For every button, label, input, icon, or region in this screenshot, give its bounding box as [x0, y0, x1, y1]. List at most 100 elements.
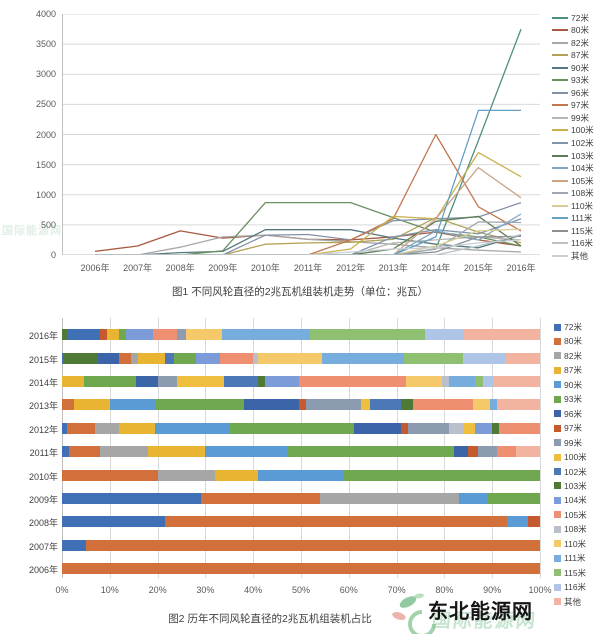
- legend-line-swatch: [552, 179, 568, 182]
- line-series-104m: [95, 213, 522, 255]
- bar-segment-series-90m: [109, 399, 156, 411]
- legend-square-swatch: [554, 323, 561, 331]
- bar-segment-series-93m: [487, 493, 540, 504]
- bar-year-label: 2016年: [28, 331, 58, 342]
- bar-row-2013: [62, 399, 540, 411]
- legend-item-series-82m: 82米: [554, 350, 582, 362]
- legend-item-series-97m: 97米: [552, 100, 589, 111]
- legend-label: 115米: [571, 225, 594, 236]
- bar-segment-series-100m: [176, 376, 225, 387]
- bar-row-2014: [62, 376, 540, 387]
- legend-label: 115米: [564, 567, 587, 578]
- legend-item-series-104m: 104米: [554, 494, 587, 506]
- bar-segment-series-99m: [408, 422, 450, 434]
- bar-x-tick-label: 60%: [339, 585, 358, 595]
- legend-square-swatch: [554, 598, 561, 606]
- bar-segment-series-105m: [298, 376, 407, 387]
- bar-segment-series-104m: [126, 329, 153, 341]
- bar-x-tick-label: 80%: [435, 585, 454, 595]
- legend-label: 97米: [564, 423, 582, 434]
- line-series-99m: [95, 236, 522, 255]
- legend-item-series-110m: 110米: [554, 538, 586, 550]
- y-tick-label: 2500: [35, 99, 56, 110]
- x-tick-label: 2008年: [165, 263, 195, 273]
- bar-segment-series-82m: [95, 422, 120, 434]
- legend-line-swatch: [552, 116, 568, 119]
- legend-label: 100米: [564, 452, 587, 463]
- y-tick-label: 0: [50, 250, 56, 260]
- watermark-leaf-logo-icon: [392, 593, 436, 634]
- bar-segment-series-72m: [62, 446, 70, 458]
- legend-line-swatch: [552, 79, 568, 82]
- legend-item-series-110m: 110米: [552, 200, 593, 211]
- bar-segment-series-108m: [449, 422, 464, 434]
- bar-segment-series-104m: [475, 422, 493, 434]
- bar-segment-series-80m: [62, 469, 158, 481]
- bar-segment-series-72m: [62, 493, 201, 504]
- legend-line-swatch: [552, 204, 568, 207]
- legend-label: 99米: [571, 112, 589, 123]
- legend-square-swatch: [554, 583, 561, 591]
- line-series-116m: [95, 233, 522, 255]
- bar-segment-series-82m: [157, 469, 215, 481]
- bar-segment-series-110m: [186, 329, 223, 341]
- legend-line-swatch: [552, 167, 568, 170]
- bar-segment-series-other: [496, 399, 540, 411]
- bar-segment-series-90m: [257, 469, 344, 481]
- bar-x-tick-label: 10%: [100, 585, 119, 595]
- bar-segment-series-96m: [136, 376, 158, 387]
- bar-segment-series-87m: [73, 399, 110, 411]
- legend-square-swatch: [554, 337, 561, 345]
- legend-square-swatch: [554, 410, 561, 418]
- legend-label: 80米: [564, 336, 582, 347]
- y-tick-label: 4000: [35, 9, 56, 19]
- legend-label: 116米: [564, 582, 587, 593]
- legend-line-swatch: [552, 242, 568, 245]
- bar-segment-series-80m: [85, 539, 540, 551]
- bar-segment-series-103m: [401, 399, 414, 411]
- legend-label: 72米: [571, 12, 589, 23]
- legend-line-swatch: [552, 192, 568, 195]
- bar-segment-series-97m: [401, 422, 409, 434]
- bar-segment-series-102m: [224, 376, 258, 387]
- bar-segment-series-116m: [463, 352, 507, 364]
- bar-x-tick-label: 30%: [196, 585, 215, 595]
- legend-square-swatch: [554, 554, 561, 562]
- bar-segment-series-115m: [403, 352, 464, 364]
- legend-item-series-115m: 115米: [552, 225, 593, 236]
- bar-segment-series-80m: [69, 446, 101, 458]
- legend-line-swatch: [552, 254, 568, 257]
- legend-item-series-102m: 102米: [552, 138, 594, 149]
- line-series-111m: [95, 109, 521, 255]
- y-tick-label: 500: [40, 219, 56, 230]
- legend-label: 72米: [564, 322, 582, 332]
- bar-x-tick-label: 100%: [528, 585, 552, 595]
- legend-label: 108米: [564, 524, 587, 535]
- bar-segment-series-103m: [257, 376, 266, 387]
- line-series-96m: [95, 201, 522, 255]
- legend-label: 99米: [564, 437, 582, 448]
- bar-segment-series-111m: [222, 329, 311, 341]
- legend-item-series-116m: 116米: [552, 238, 593, 249]
- y-tick-label: 1500: [35, 159, 56, 170]
- legend-line-swatch: [552, 54, 568, 57]
- legend-item-series-96m: 96米: [554, 408, 582, 420]
- bar-segment-series-87m: [138, 352, 165, 364]
- line-series-110m: [95, 228, 522, 255]
- bar-segment-series-100m: [463, 422, 476, 434]
- site-watermark: 国际能源网 东北能源网: [392, 593, 596, 634]
- legend-label: 80米: [571, 25, 589, 36]
- bar-segment-series-90m: [205, 446, 287, 458]
- legend-item-series-82m: 82米: [552, 37, 589, 48]
- legend-item-series-108m: 108米: [552, 188, 594, 199]
- bar-segment-series-72m: [62, 539, 86, 551]
- legend-label: 100米: [571, 125, 594, 136]
- y-tick-label: 2000: [35, 129, 56, 140]
- bar-segment-series-72m: [66, 329, 101, 341]
- bar-segment-series-99m: [477, 446, 497, 458]
- bar-row-2012: [62, 422, 540, 434]
- vertical-gridline: [540, 318, 541, 578]
- line-series-87m: [95, 216, 522, 255]
- bar-segment-series-82m: [131, 352, 139, 364]
